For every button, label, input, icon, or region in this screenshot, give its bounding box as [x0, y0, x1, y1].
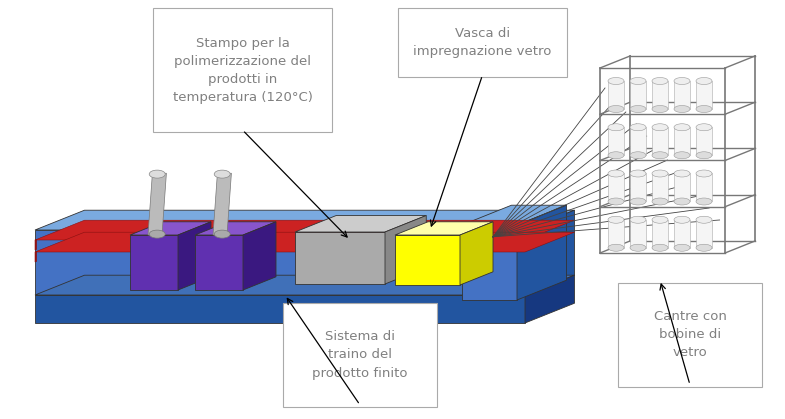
Polygon shape: [35, 230, 525, 295]
Ellipse shape: [674, 106, 690, 112]
Ellipse shape: [652, 124, 668, 131]
Polygon shape: [525, 275, 575, 323]
Ellipse shape: [696, 244, 712, 251]
Polygon shape: [608, 173, 624, 202]
Ellipse shape: [652, 106, 668, 112]
Polygon shape: [630, 220, 646, 248]
Ellipse shape: [608, 106, 624, 112]
Polygon shape: [243, 222, 276, 290]
Text: Vasca di
impregnazione vetro: Vasca di impregnazione vetro: [414, 27, 552, 58]
Polygon shape: [213, 173, 232, 235]
Polygon shape: [652, 173, 668, 202]
Polygon shape: [385, 215, 426, 284]
Polygon shape: [674, 127, 690, 155]
Polygon shape: [674, 220, 690, 248]
Polygon shape: [35, 239, 37, 250]
Polygon shape: [35, 275, 575, 295]
Ellipse shape: [674, 198, 690, 205]
Ellipse shape: [608, 244, 624, 251]
Ellipse shape: [696, 152, 712, 159]
Polygon shape: [35, 220, 575, 240]
Ellipse shape: [652, 152, 668, 159]
Polygon shape: [630, 173, 646, 202]
Polygon shape: [462, 205, 567, 225]
Polygon shape: [130, 222, 211, 235]
Ellipse shape: [696, 198, 712, 205]
Polygon shape: [674, 173, 690, 202]
Ellipse shape: [652, 78, 668, 85]
Ellipse shape: [674, 152, 690, 159]
Polygon shape: [696, 173, 712, 202]
Polygon shape: [674, 81, 690, 109]
Ellipse shape: [696, 106, 712, 112]
Ellipse shape: [696, 78, 712, 85]
Polygon shape: [148, 173, 166, 235]
Ellipse shape: [608, 216, 624, 223]
Polygon shape: [35, 232, 575, 252]
Ellipse shape: [674, 78, 690, 85]
Ellipse shape: [630, 78, 646, 85]
Ellipse shape: [214, 230, 230, 238]
Ellipse shape: [652, 170, 668, 177]
Polygon shape: [696, 220, 712, 248]
Ellipse shape: [608, 170, 624, 177]
Ellipse shape: [630, 124, 646, 131]
Ellipse shape: [674, 244, 690, 251]
Polygon shape: [35, 251, 37, 262]
Polygon shape: [178, 222, 211, 290]
FancyBboxPatch shape: [618, 283, 762, 387]
Polygon shape: [517, 205, 567, 300]
Polygon shape: [195, 235, 243, 290]
Polygon shape: [460, 222, 493, 285]
Ellipse shape: [608, 152, 624, 159]
Ellipse shape: [149, 230, 165, 238]
Polygon shape: [608, 81, 624, 109]
Polygon shape: [630, 127, 646, 155]
Polygon shape: [295, 215, 426, 232]
Text: Stampo per la
polimerizzazione del
prodotti in
temperatura (120°C): Stampo per la polimerizzazione del prodo…: [173, 36, 312, 103]
Ellipse shape: [630, 106, 646, 112]
Polygon shape: [35, 295, 525, 323]
Ellipse shape: [652, 198, 668, 205]
Polygon shape: [462, 225, 517, 300]
Ellipse shape: [630, 216, 646, 223]
Polygon shape: [525, 210, 575, 295]
Ellipse shape: [652, 216, 668, 223]
Polygon shape: [195, 222, 276, 235]
Polygon shape: [395, 235, 460, 285]
Ellipse shape: [696, 170, 712, 177]
Ellipse shape: [608, 198, 624, 205]
Polygon shape: [696, 127, 712, 155]
Polygon shape: [130, 235, 178, 290]
Text: Sistema di
traino del
prodotto finito: Sistema di traino del prodotto finito: [312, 331, 407, 380]
Polygon shape: [35, 210, 575, 230]
FancyBboxPatch shape: [283, 303, 437, 407]
Polygon shape: [295, 232, 385, 284]
Ellipse shape: [652, 244, 668, 251]
FancyBboxPatch shape: [153, 8, 332, 132]
Ellipse shape: [674, 170, 690, 177]
Ellipse shape: [214, 170, 230, 178]
Ellipse shape: [149, 170, 165, 178]
Ellipse shape: [608, 124, 624, 131]
Polygon shape: [630, 81, 646, 109]
Polygon shape: [652, 127, 668, 155]
Text: Cantre con
bobine di
vetro: Cantre con bobine di vetro: [654, 310, 726, 360]
Ellipse shape: [696, 124, 712, 131]
Ellipse shape: [674, 124, 690, 131]
FancyBboxPatch shape: [398, 8, 567, 77]
Polygon shape: [696, 81, 712, 109]
Ellipse shape: [674, 216, 690, 223]
Ellipse shape: [608, 78, 624, 85]
Polygon shape: [652, 81, 668, 109]
Ellipse shape: [630, 170, 646, 177]
Polygon shape: [608, 127, 624, 155]
Ellipse shape: [696, 216, 712, 223]
Ellipse shape: [630, 198, 646, 205]
Polygon shape: [608, 220, 624, 248]
Polygon shape: [652, 220, 668, 248]
Ellipse shape: [630, 244, 646, 251]
Ellipse shape: [630, 152, 646, 159]
Polygon shape: [395, 222, 493, 235]
